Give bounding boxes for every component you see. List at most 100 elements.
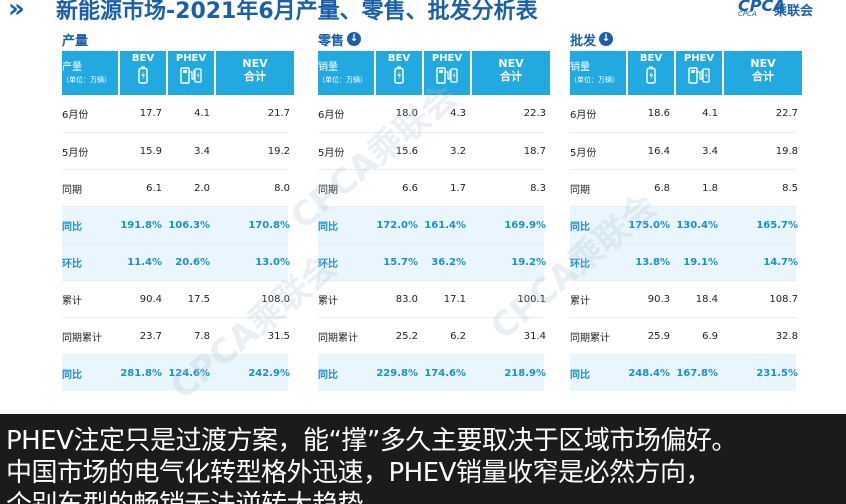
down-arrow-icon: ↓ (599, 32, 614, 46)
bev-value: 90.3 (647, 293, 670, 305)
battery-icon (138, 66, 148, 84)
fuel-pump-plug-icon (180, 67, 202, 84)
table-row: 同期累计 25.9 6.9 32.8 (570, 317, 798, 354)
row-label: 5月份 (570, 147, 597, 159)
bev-value: 6.6 (402, 182, 418, 194)
nev-value: 18.7 (523, 145, 546, 157)
header-label-cell: 销量 （单位：万辆） (318, 51, 374, 95)
phev-value: 6.9 (702, 330, 718, 342)
phev-value: 130.4% (676, 219, 718, 231)
battery-icon (394, 66, 404, 84)
bev-value: 17.7 (139, 108, 162, 119)
bev-value: 90.4 (139, 293, 162, 305)
table-header: 销量 （单位：万辆） BEV PHEV NEV 合计 (570, 51, 802, 95)
subtitle-line-2: 中国市场的电气化转型格外迅速，PHEV销量收窄是必然方向， (6, 458, 711, 488)
unit-label: （单位：万辆） (318, 76, 367, 84)
header-phev: PHEV (424, 51, 470, 95)
row-label: 累计 (318, 295, 338, 307)
bev-value: 25.2 (395, 330, 418, 342)
table-row: 同比 281.8% 124.6% 242.9% (62, 354, 290, 391)
row-label: 同比 (570, 369, 590, 381)
phev-value: 6.2 (450, 330, 466, 342)
bev-value: 6.1 (146, 182, 162, 194)
bev-value: 11.4% (127, 256, 162, 268)
bev-value: 6.8 (654, 182, 670, 194)
table-row: 环比 15.7% 36.2% 19.2% (318, 243, 546, 280)
header-nev-line2: 合计 (752, 70, 774, 83)
row-label: 同期 (62, 184, 82, 196)
nev-value: 21.7 (267, 108, 290, 119)
data-panel-1: 产量 产量 （单位：万辆） BEV PHEV NEV 合计 6月份 17.7 4.1 21.7 5月份… (62, 30, 294, 391)
subtitle-line-1: PHEV注定只是过渡方案，能“撑”多久主要取决于区域市场偏好。 (6, 426, 737, 456)
bev-value: 25.9 (647, 330, 670, 342)
nev-value: 8.3 (530, 182, 546, 194)
table-row: 同比 248.4% 167.8% 231.5% (570, 354, 798, 391)
row-label: 同期累计 (570, 332, 610, 344)
row-label: 5月份 (62, 147, 89, 159)
phev-value: 106.3% (168, 219, 210, 231)
nev-value: 19.2% (511, 256, 546, 268)
unit-label: （单位：万辆） (570, 76, 619, 84)
fuel-pump-plug-icon (688, 67, 710, 84)
nev-value: 19.2 (267, 145, 290, 157)
table-header: 销量 （单位：万辆） BEV PHEV NEV 合计 (318, 51, 550, 95)
header-nev-line1: NEV (242, 57, 268, 70)
nev-value: 170.8% (248, 219, 290, 231)
nev-value: 169.9% (504, 219, 546, 231)
logo-text-cn: 乘联会 (774, 4, 814, 19)
table-row: 5月份 15.6 3.2 18.7 (318, 132, 546, 169)
table-row: 环比 13.8% 19.1% 14.7% (570, 243, 798, 280)
table-header: 产量 （单位：万辆） BEV PHEV NEV 合计 (62, 51, 294, 95)
row-label: 环比 (570, 258, 590, 270)
fuel-pump-plug-icon (436, 67, 458, 84)
header-phev-label: PHEV (431, 53, 463, 64)
nev-value: 22.7 (775, 108, 798, 119)
phev-value: 4.1 (194, 108, 210, 119)
video-subtitle-bar: PHEV注定只是过渡方案，能“撑”多久主要取决于区域市场偏好。 中国市场的电气化… (0, 414, 846, 504)
row-label: 同比 (62, 369, 82, 381)
nev-value: 31.4 (523, 330, 546, 342)
header-nev-line2: 合计 (244, 70, 266, 83)
table-row: 6月份 17.7 4.1 21.7 (62, 95, 290, 132)
row-label: 同比 (570, 221, 590, 233)
nev-value: 13.0% (255, 256, 290, 268)
bev-value: 18.6 (647, 108, 670, 119)
table-row: 累计 90.4 17.5 108.0 (62, 280, 290, 317)
phev-value: 3.2 (450, 145, 466, 157)
phev-value: 7.8 (194, 330, 210, 342)
phev-value: 174.6% (424, 367, 466, 379)
row-label: 同期 (570, 184, 590, 196)
nev-value: 108.0 (261, 293, 290, 305)
table-row: 5月份 16.4 3.4 19.8 (570, 132, 798, 169)
bev-value: 175.0% (628, 219, 670, 231)
panel-title: 零售 ↓ (318, 30, 544, 49)
data-panel-2: 零售 ↓ 销量 （单位：万辆） BEV PHEV NEV 合计 6月份 18.0 4.3 22.3 5月… (318, 30, 550, 391)
phev-value: 161.4% (424, 219, 466, 231)
bev-value: 229.8% (376, 367, 418, 379)
nev-value: 22.3 (523, 108, 546, 119)
header-nev-line1: NEV (498, 57, 524, 70)
table-row: 累计 90.3 18.4 108.7 (570, 280, 798, 317)
bev-value: 13.8% (635, 256, 670, 268)
header-bev-label: BEV (387, 53, 411, 64)
table-row: 同期累计 23.7 7.8 31.5 (62, 317, 290, 354)
table-row: 同比 172.0% 161.4% 169.9% (318, 206, 546, 243)
phev-value: 3.4 (702, 145, 718, 157)
bev-value: 15.9 (139, 145, 162, 157)
row-label: 同比 (318, 221, 338, 233)
header-phev-label: PHEV (683, 53, 715, 64)
table-row: 同期 6.1 2.0 8.0 (62, 169, 290, 206)
phev-value: 1.8 (702, 182, 718, 194)
phev-value: 18.4 (695, 293, 718, 305)
header-nev-line2: 合计 (500, 70, 522, 83)
panel-title-text: 产量 (62, 33, 89, 49)
bev-value: 15.6 (395, 145, 418, 157)
page-title: 新能源市场-2021年6月产量、零售、批发分析表 (56, 0, 538, 24)
nev-value: 14.7% (763, 256, 798, 268)
table-row: 同比 229.8% 174.6% 218.9% (318, 354, 546, 391)
header-bev-label: BEV (639, 53, 663, 64)
bev-value: 16.4 (647, 145, 670, 157)
row-label: 同比 (62, 221, 82, 233)
cpca-logo: CPCA 乘联会 CPCA (738, 0, 818, 20)
nev-value: 218.9% (504, 367, 546, 379)
